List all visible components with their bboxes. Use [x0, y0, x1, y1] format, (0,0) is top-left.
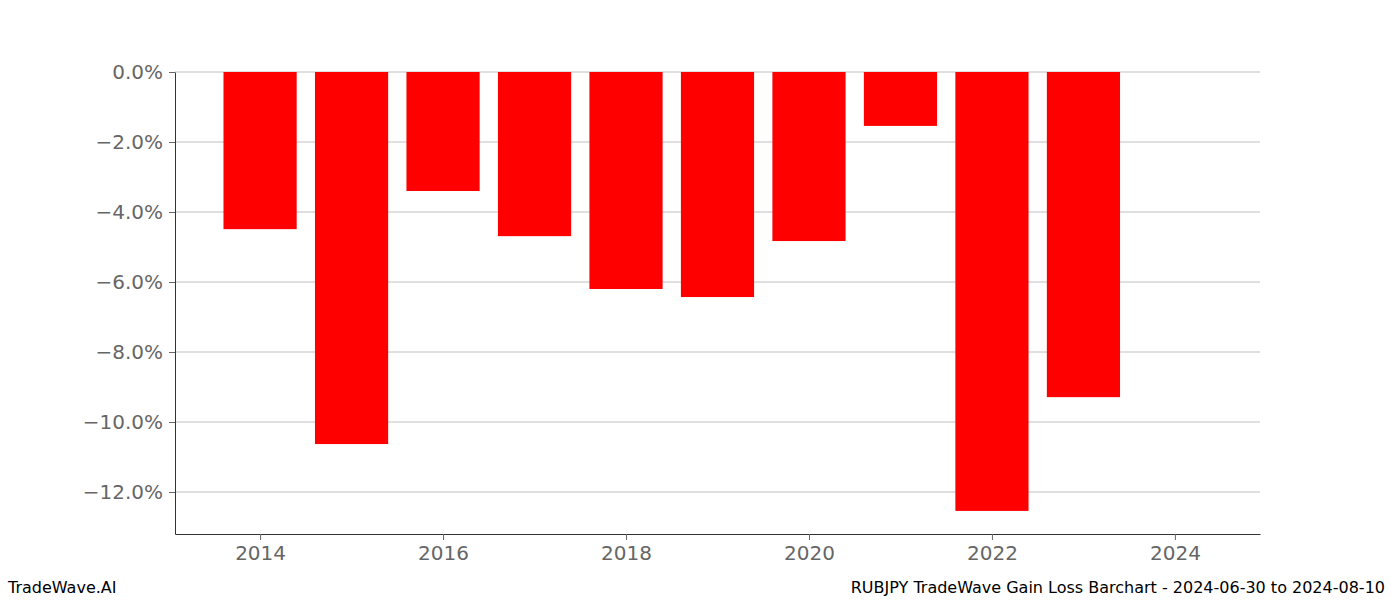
y-tick-label: −4.0%: [95, 200, 163, 224]
y-tick-label: −8.0%: [95, 340, 163, 364]
y-tick-mark: [169, 352, 175, 353]
x-tick-label: 2024: [1150, 541, 1201, 565]
y-tick-mark: [169, 282, 175, 283]
y-tick: −8.0%: [95, 340, 175, 364]
y-tick-mark: [169, 422, 175, 423]
x-tick-label: 2016: [418, 541, 469, 565]
x-tick: 2018: [601, 534, 652, 565]
x-axis-line: [176, 534, 1261, 535]
bar: [498, 72, 571, 236]
x-tick: 2020: [784, 534, 835, 565]
y-tick-label: −12.0%: [83, 480, 163, 504]
y-tick: −2.0%: [95, 130, 175, 154]
y-tick-mark: [169, 72, 175, 73]
bar: [406, 72, 479, 191]
y-tick-label: −6.0%: [95, 270, 163, 294]
y-tick: −4.0%: [95, 200, 175, 224]
x-tick-label: 2020: [784, 541, 835, 565]
y-axis: 0.0% −2.0% −4.0% −6.0% −8.0% −10.0% −12.0%: [83, 60, 176, 535]
plot: 0.0% −2.0% −4.0% −6.0% −8.0% −10.0% −12.0% 2014…: [83, 60, 1261, 565]
x-tick-label: 2014: [235, 541, 286, 565]
y-tick: −10.0%: [83, 410, 175, 434]
x-tick-mark: [443, 534, 444, 540]
title: RUBJPY TradeWave Gain Loss Barchart - 20…: [851, 578, 1385, 597]
x-tick: 2024: [1150, 534, 1201, 565]
y-tick-mark: [169, 492, 175, 493]
y-tick-label: −2.0%: [95, 130, 163, 154]
x-tick: 2014: [235, 534, 286, 565]
x-axis: 2014 2016 2018 2020 2022 2024: [176, 534, 1261, 565]
y-tick: −12.0%: [83, 480, 175, 504]
bar: [772, 72, 845, 241]
bars: [223, 72, 1120, 511]
x-tick-mark: [809, 534, 810, 540]
y-tick-mark: [169, 142, 175, 143]
x-tick: 2016: [418, 534, 469, 565]
y-tick-label: −10.0%: [83, 410, 163, 434]
bar: [589, 72, 662, 289]
bar: [681, 72, 754, 297]
y-tick-label: 0.0%: [112, 60, 163, 84]
y-axis-line: [175, 73, 176, 535]
x-tick-mark: [626, 534, 627, 540]
grid: [175, 72, 1260, 492]
y-tick: −6.0%: [95, 270, 175, 294]
x-tick: 2022: [967, 534, 1018, 565]
bar: [223, 72, 296, 229]
chart: 0.0% −2.0% −4.0% −6.0% −8.0% −10.0% −12.0% 2014…: [0, 0, 1400, 600]
bar: [315, 72, 388, 444]
x-tick-mark: [1175, 534, 1176, 540]
source: TradeWave.AI: [7, 578, 116, 597]
x-tick-mark: [992, 534, 993, 540]
y-tick-mark: [169, 212, 175, 213]
x-tick-label: 2018: [601, 541, 652, 565]
y-tick: 0.0%: [112, 60, 175, 84]
x-tick-label: 2022: [967, 541, 1018, 565]
grid-line: [175, 492, 1260, 493]
bar: [864, 72, 937, 126]
x-tick-mark: [260, 534, 261, 540]
bar: [1047, 72, 1120, 397]
bar: [955, 72, 1028, 511]
